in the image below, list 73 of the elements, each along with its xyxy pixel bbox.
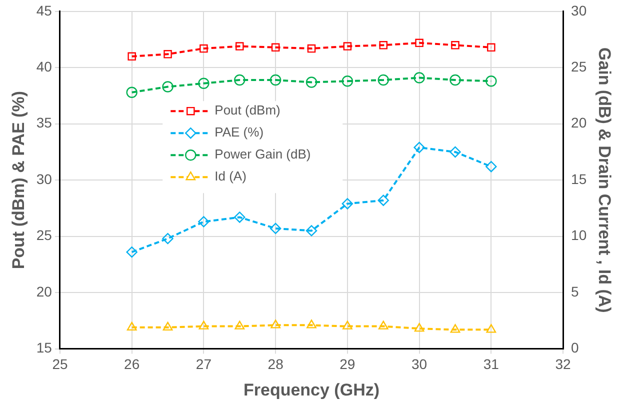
- y2-tick-label: 15: [571, 170, 587, 187]
- point: [451, 41, 460, 50]
- x-tick-label: 29: [340, 356, 356, 372]
- point: [162, 322, 173, 331]
- point: [414, 72, 425, 84]
- point: [198, 216, 210, 228]
- point: [342, 198, 354, 210]
- y-tick-label: 35: [36, 114, 52, 131]
- y-tick-label: 30: [36, 170, 52, 187]
- point: [126, 246, 138, 258]
- point: [270, 320, 280, 328]
- y2-tick-label: 30: [571, 2, 587, 18]
- point: [234, 212, 246, 223]
- point: [128, 52, 136, 61]
- point: [162, 232, 174, 244]
- legend-label: PAE (%): [214, 124, 264, 140]
- y-axis-title: Pout (dBm) & PAE (%): [8, 91, 28, 270]
- point: [378, 320, 388, 330]
- point: [450, 74, 461, 86]
- point: [234, 74, 246, 86]
- point: [450, 146, 461, 158]
- point: [126, 322, 137, 331]
- point: [164, 50, 172, 58]
- y2-tick-label: 25: [571, 58, 587, 74]
- y2-axis-title: Gain (dB) & Drain Current , Id (A): [595, 47, 614, 313]
- point: [487, 43, 496, 52]
- y2-tick-label: 0: [571, 340, 580, 356]
- point: [414, 322, 424, 332]
- point: [270, 222, 282, 234]
- point: [270, 74, 282, 86]
- point: [271, 43, 280, 52]
- point: [307, 44, 316, 53]
- x-tick-label: 32: [555, 356, 572, 372]
- point: [378, 194, 389, 206]
- point: [342, 76, 354, 87]
- x-tick-label: 31: [483, 356, 500, 372]
- point: [126, 86, 138, 98]
- point: [378, 74, 389, 86]
- point: [486, 324, 496, 333]
- x-tick-label: 30: [412, 356, 428, 372]
- point: [200, 44, 208, 53]
- y-tick-label: 15: [36, 340, 52, 356]
- y2-tick-label: 20: [571, 114, 587, 131]
- point: [342, 320, 352, 330]
- point: [379, 41, 388, 50]
- point: [162, 81, 174, 92]
- x-tick-label: 28: [268, 356, 284, 372]
- x-tick-label: 26: [124, 356, 140, 372]
- point: [306, 225, 318, 236]
- point: [343, 42, 352, 50]
- point: [486, 161, 497, 172]
- x-tick-label: 27: [196, 356, 212, 372]
- y2-tick-label: 5: [571, 283, 580, 300]
- legend-label: Power Gain (dB): [214, 146, 311, 162]
- point: [414, 142, 425, 154]
- point: [198, 320, 209, 330]
- x-axis-title: Frequency (GHz): [243, 380, 380, 400]
- point: [415, 38, 424, 48]
- y-tick-label: 45: [36, 2, 52, 18]
- legend-label: Pout (dBm): [214, 102, 280, 118]
- point: [236, 42, 244, 50]
- point: [306, 76, 318, 88]
- point: [306, 320, 316, 328]
- point: [450, 324, 460, 333]
- y-tick-label: 25: [36, 227, 52, 244]
- point: [198, 78, 210, 89]
- point: [486, 76, 497, 87]
- y-tick-label: 20: [36, 283, 52, 300]
- point: [234, 320, 245, 330]
- x-tick-label: 25: [52, 356, 68, 372]
- y-tick-label: 40: [36, 58, 52, 74]
- y2-tick-label: 10: [571, 227, 587, 244]
- legend-label: Id (A): [214, 168, 246, 184]
